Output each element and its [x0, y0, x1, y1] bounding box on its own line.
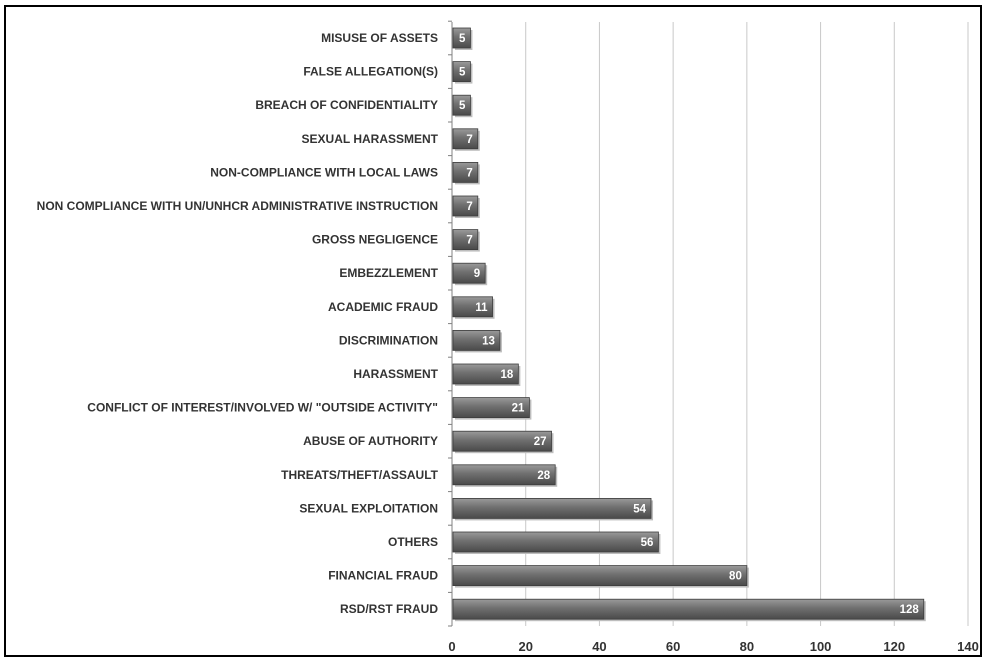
- data-label: 5: [459, 33, 466, 45]
- bar: [452, 329, 501, 351]
- bar: [452, 598, 925, 620]
- category-label: SEXUAL EXPLOITATION: [299, 501, 438, 515]
- x-tick-label: 20: [518, 639, 532, 654]
- data-label: 7: [466, 201, 472, 213]
- labels: 0 20 40 60 80 100 120 140 MISUSE OF ASSETS 5 FALSE…: [37, 31, 979, 654]
- x-tick-label: 40: [592, 639, 606, 654]
- bar: [452, 27, 471, 49]
- data-label: 5: [459, 100, 466, 112]
- bar: [452, 262, 486, 284]
- category-label: NON-COMPLIANCE WITH LOCAL LAWS: [210, 165, 438, 179]
- data-label: 128: [900, 604, 920, 616]
- data-label: 80: [729, 571, 742, 583]
- bar: [452, 531, 659, 553]
- category-label: DISCRIMINATION: [339, 333, 438, 347]
- data-label: 28: [537, 470, 550, 482]
- x-tick-label: 80: [740, 639, 754, 654]
- bar: [452, 430, 552, 452]
- x-tick-label: 140: [957, 639, 979, 654]
- x-tick-label: 100: [810, 639, 832, 654]
- data-label: 27: [534, 436, 547, 448]
- category-label: OTHERS: [388, 535, 438, 549]
- category-label: CONFLICT OF INTEREST/INVOLVED W/ "OUTSID…: [87, 401, 438, 415]
- bar: [452, 565, 748, 586]
- gridlines: [525, 22, 969, 626]
- data-label: 56: [641, 537, 654, 549]
- x-tick-label: 60: [666, 639, 680, 654]
- bar: [452, 229, 479, 251]
- category-label: FINANCIAL FRAUD: [328, 569, 438, 583]
- x-tick-label: 0: [448, 639, 455, 654]
- category-label: FALSE ALLEGATION(S): [303, 65, 438, 79]
- data-label: 9: [474, 268, 480, 280]
- category-label: SEXUAL HARASSMENT: [302, 132, 439, 146]
- category-label: HARASSMENT: [353, 367, 438, 381]
- data-label: 21: [512, 403, 525, 415]
- category-label: NON COMPLIANCE WITH UN/UNHCR ADMINISTRAT…: [37, 199, 438, 213]
- data-label: 13: [482, 335, 495, 347]
- bar: [452, 497, 652, 519]
- bar: [452, 195, 479, 217]
- category-label: THREATS/THEFT/ASSAULT: [281, 468, 439, 482]
- category-label: GROSS NEGLIGENCE: [312, 233, 438, 247]
- data-label: 7: [466, 167, 472, 179]
- bar: [452, 161, 479, 183]
- data-label: 7: [466, 134, 472, 146]
- bar: [452, 464, 556, 486]
- category-label: BREACH OF CONFIDENTIALITY: [255, 98, 438, 112]
- bar: [452, 397, 530, 419]
- data-label: 18: [501, 369, 514, 381]
- category-label: EMBEZZLEMENT: [339, 266, 438, 280]
- category-label: MISUSE OF ASSETS: [321, 31, 438, 45]
- axes: [448, 20, 453, 627]
- data-label: 54: [633, 503, 646, 515]
- bar: [452, 94, 471, 116]
- bar: [452, 363, 519, 385]
- bar: [452, 296, 493, 318]
- data-label: 7: [466, 235, 472, 247]
- category-label: RSD/RST FRAUD: [340, 602, 438, 616]
- category-label: ACADEMIC FRAUD: [328, 300, 438, 314]
- x-tick-label: 120: [883, 639, 905, 654]
- category-label: ABUSE OF AUTHORITY: [303, 434, 438, 448]
- data-label: 5: [459, 67, 466, 79]
- bar: [452, 61, 471, 82]
- bars: [452, 27, 926, 622]
- bar: [452, 128, 479, 150]
- data-label: 11: [475, 302, 488, 314]
